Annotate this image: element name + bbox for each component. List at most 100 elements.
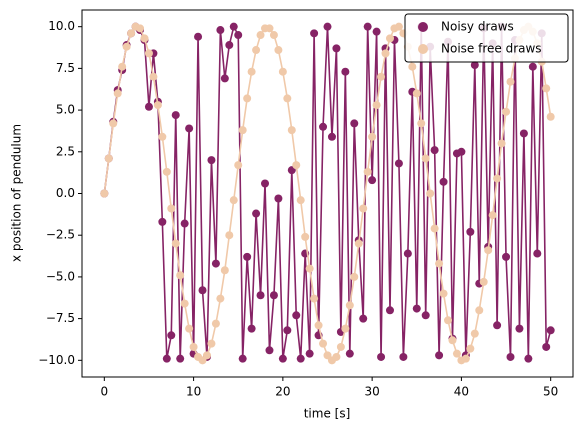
series-point (435, 351, 444, 360)
y-axis-label: x position of pendulum (10, 124, 24, 262)
series-point (341, 67, 350, 76)
series-point (185, 324, 194, 333)
series-point (269, 291, 278, 300)
series-point (452, 349, 461, 358)
series-point (140, 34, 149, 43)
series-point (372, 27, 381, 36)
series-point (426, 189, 435, 198)
series-point (475, 306, 484, 315)
series-point (158, 217, 167, 226)
series-point (287, 126, 296, 135)
series-point (238, 126, 247, 135)
series-point (448, 336, 457, 345)
series-point (345, 349, 354, 358)
series-point (305, 349, 314, 358)
series-point (430, 224, 439, 233)
series-point (256, 291, 265, 300)
series-point (283, 94, 292, 103)
series-point (319, 339, 328, 348)
series-point (292, 311, 301, 320)
series-point (546, 112, 555, 121)
series-point (466, 344, 475, 353)
series-point (515, 324, 524, 333)
series-point (368, 132, 377, 141)
series-point (314, 321, 323, 330)
x-tick-label: 20 (275, 385, 290, 399)
series-point (162, 354, 171, 363)
series-point (229, 196, 238, 205)
series-point (274, 194, 283, 203)
series-point (171, 239, 180, 248)
series-point (149, 72, 158, 81)
series-point (408, 62, 417, 71)
series-point (207, 339, 216, 348)
series-point (194, 32, 203, 41)
series-point (542, 342, 551, 351)
series-point (421, 154, 430, 163)
series-point (435, 259, 444, 268)
series-point (180, 299, 189, 308)
series-point (171, 111, 180, 120)
series-point (350, 272, 359, 281)
axes-frame (81, 9, 574, 378)
series-point (185, 124, 194, 133)
series-point (265, 24, 274, 33)
series-point (225, 41, 234, 50)
series-point (234, 31, 243, 40)
series-point (385, 306, 394, 315)
series-point (377, 352, 386, 361)
series-point (278, 354, 287, 363)
series-point (417, 119, 426, 128)
y-tick-label: −5.0 (46, 269, 75, 283)
x-tick-label: 50 (543, 385, 558, 399)
series-point (136, 24, 145, 33)
legend-marker (418, 22, 428, 32)
series-point (394, 22, 403, 31)
series-point (278, 67, 287, 76)
series-point (533, 249, 542, 258)
series-point (345, 301, 354, 310)
series-point (372, 101, 381, 110)
series-point (127, 29, 136, 38)
series-point (524, 354, 533, 363)
y-tick-label: 5.0 (56, 103, 75, 117)
series-point (399, 352, 408, 361)
series-point (444, 316, 453, 325)
legend-box (404, 13, 569, 63)
series-point (457, 147, 466, 156)
series-point (118, 62, 127, 71)
series-point (176, 354, 185, 363)
series-point (305, 264, 314, 273)
series-point (113, 89, 122, 98)
series-point (252, 46, 261, 55)
series-point (216, 294, 225, 303)
series-point (502, 252, 511, 261)
series-point (412, 304, 421, 313)
series-point (122, 42, 131, 51)
series-point (283, 326, 292, 335)
series-point (167, 331, 176, 340)
series-point (363, 22, 372, 31)
series-point (301, 232, 310, 241)
legend: Noisy draws Noise free draws (404, 13, 569, 63)
series-point (234, 161, 243, 170)
series-point (488, 211, 497, 220)
legend-label: Noisy draws (441, 20, 514, 34)
series-point (493, 174, 502, 183)
series-point (292, 161, 301, 170)
y-tick-label: 2.5 (56, 144, 75, 158)
series-point (506, 77, 515, 86)
series-point (497, 139, 506, 148)
series-point (243, 94, 252, 103)
series-point (363, 167, 372, 176)
series-point (502, 107, 511, 116)
series-point (412, 89, 421, 98)
series-point (220, 74, 229, 83)
series-point (506, 352, 515, 361)
series-point (261, 179, 270, 188)
legend-label: Noise free draws (441, 42, 542, 56)
series-point (247, 324, 256, 333)
series-point (385, 34, 394, 43)
series-point (269, 31, 278, 40)
series-point (207, 156, 216, 165)
